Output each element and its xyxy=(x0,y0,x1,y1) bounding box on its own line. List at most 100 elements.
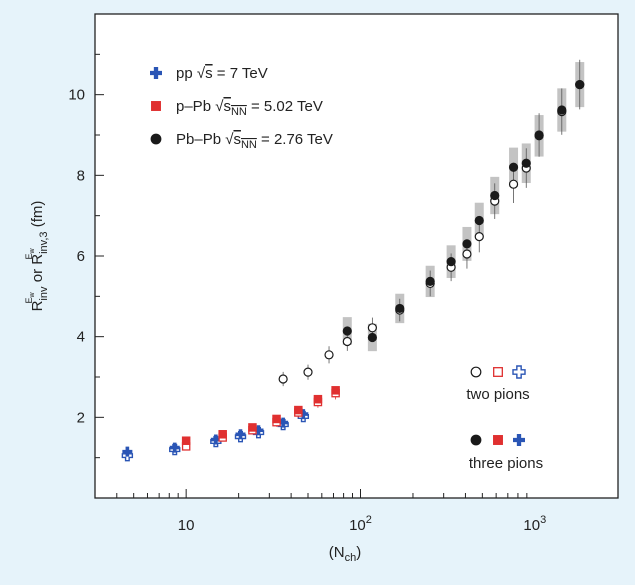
y-tick-label: 6 xyxy=(77,248,85,265)
cross-marker xyxy=(150,67,162,79)
annotation-key: two pions three pions xyxy=(466,365,543,472)
y-tick-label: 8 xyxy=(77,167,85,184)
x-tick-label: 103 xyxy=(523,514,546,534)
key-two-pion-PbPb xyxy=(470,366,482,378)
circle-marker xyxy=(474,215,484,226)
circle-marker xyxy=(474,232,484,242)
legend-label-pp: pp √s = 7 TeV xyxy=(176,65,268,82)
legend-label-PbPb: Pb–Pb √sNN = 2.76 TeV xyxy=(176,131,333,151)
y-tick-label: 4 xyxy=(77,329,85,346)
plot-area xyxy=(95,14,618,498)
cross-marker xyxy=(253,425,264,436)
square-marker xyxy=(294,405,303,415)
data-point-two-pion xyxy=(278,374,288,384)
circle-marker xyxy=(470,366,482,378)
data-point-three-pion xyxy=(122,446,133,457)
data-point-three-pion xyxy=(169,442,180,453)
circle-marker xyxy=(367,332,377,343)
data-point-two-pion xyxy=(342,336,352,347)
circle-marker xyxy=(557,105,567,115)
legend-label-pPb: p–Pb √sNN = 5.02 TeV xyxy=(176,98,323,118)
circle-marker xyxy=(150,133,162,145)
square-marker xyxy=(248,423,257,432)
data-point-three-pion xyxy=(210,434,221,445)
circle-marker xyxy=(462,239,472,249)
square-marker xyxy=(218,430,227,439)
circle-marker xyxy=(425,276,435,287)
circle-marker xyxy=(324,350,334,360)
data-point-two-pion xyxy=(367,323,377,333)
cross-marker xyxy=(122,446,133,457)
circle-marker xyxy=(278,374,288,384)
circle-marker xyxy=(534,131,544,141)
data-point-three-pion xyxy=(298,409,309,420)
series-PbPb xyxy=(278,59,585,387)
circle-marker xyxy=(508,179,519,189)
data-point-three-pion xyxy=(508,162,519,172)
cross-marker xyxy=(169,442,180,453)
key-three-pion-PbPb xyxy=(470,434,482,446)
circle-marker xyxy=(342,336,352,347)
x-tick-label: 102 xyxy=(349,514,372,534)
data-point-two-pion xyxy=(303,367,313,377)
data-point-three-pion xyxy=(342,326,352,336)
circle-marker xyxy=(303,367,313,377)
data-point-three-pion xyxy=(235,429,246,440)
data-point-two-pion xyxy=(508,179,519,189)
data-point-three-pion xyxy=(557,105,567,115)
series-pp xyxy=(121,409,310,462)
key-two-pion-pPb xyxy=(493,367,503,377)
data-point-three-pion xyxy=(474,215,484,226)
square-marker xyxy=(181,436,191,445)
circle-marker xyxy=(367,323,377,333)
data-point-three-pion xyxy=(331,386,340,395)
circle-marker xyxy=(462,249,472,259)
annotation-three-pions: three pions xyxy=(469,455,543,472)
annotation-two-pions: two pions xyxy=(466,386,529,403)
data-point-three-pion xyxy=(534,131,544,141)
circle-marker xyxy=(342,326,352,336)
circle-marker xyxy=(508,162,519,172)
data-point-three-pion xyxy=(278,417,289,428)
data-point-three-pion xyxy=(367,332,377,343)
square-marker xyxy=(493,367,503,377)
key-two-pion-pp xyxy=(512,365,526,379)
circle-marker xyxy=(395,303,405,314)
data-point-three-pion xyxy=(248,423,257,432)
circle-marker xyxy=(490,190,500,201)
square-marker xyxy=(493,435,503,445)
data-point-three-pion xyxy=(395,303,405,314)
cross-marker xyxy=(512,365,526,379)
key-three-pion-pPb xyxy=(493,435,503,445)
data-point-three-pion xyxy=(294,405,303,415)
data-point-two-pion xyxy=(474,232,484,242)
data-point-three-pion xyxy=(181,436,191,445)
x-tick-label: 10 xyxy=(178,517,195,534)
data-point-two-pion xyxy=(324,350,334,360)
data-point-three-pion xyxy=(521,158,531,168)
cross-marker xyxy=(210,434,221,445)
data-point-three-pion xyxy=(253,425,264,436)
y-axis-label: RinvEw or Rinv,3Ew (fm) xyxy=(24,201,50,312)
legend-marker-pp xyxy=(150,67,162,79)
data-point-three-pion xyxy=(575,79,585,90)
cross-marker xyxy=(235,429,246,440)
square-marker xyxy=(313,394,323,404)
circle-marker xyxy=(575,79,585,90)
circle-marker xyxy=(521,158,531,168)
data-point-three-pion xyxy=(490,190,500,201)
data-point-three-pion xyxy=(462,239,472,249)
square-marker xyxy=(151,101,161,111)
data-point-three-pion xyxy=(313,394,323,404)
data-point-three-pion xyxy=(446,257,456,267)
square-marker xyxy=(272,414,281,424)
key-three-pion-pp xyxy=(513,434,525,446)
data-point-three-pion xyxy=(425,276,435,287)
y-tick-label: 2 xyxy=(77,409,85,426)
data-point-three-pion xyxy=(272,414,281,424)
circle-marker xyxy=(470,434,482,446)
cross-marker xyxy=(278,417,289,428)
legend-marker-PbPb xyxy=(150,133,162,145)
